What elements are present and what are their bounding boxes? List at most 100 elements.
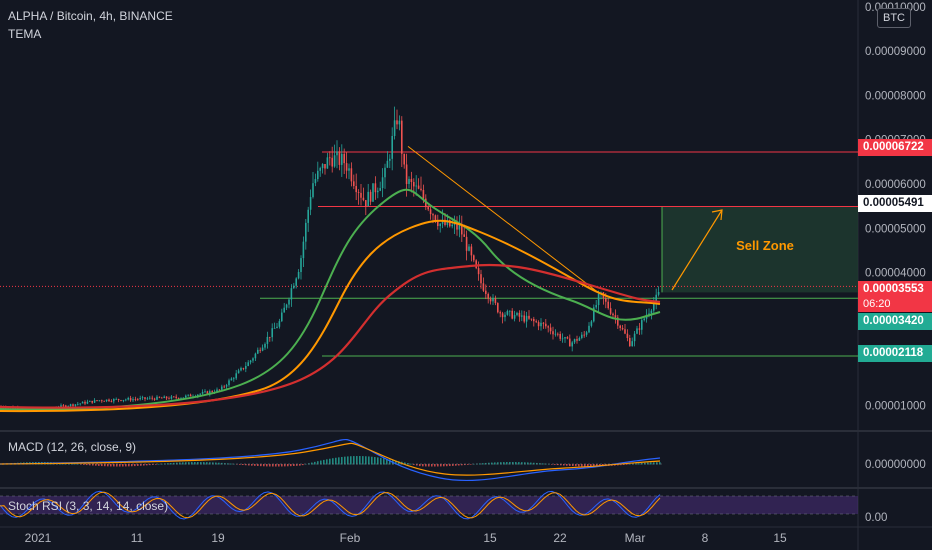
macd-bar	[416, 464, 418, 466]
candle-body	[590, 321, 593, 326]
candle-body	[168, 398, 170, 400]
macd-bar	[518, 462, 520, 465]
macd-bar	[191, 462, 193, 465]
macd-bar	[170, 463, 172, 465]
macd-bar	[143, 464, 145, 466]
macd-bar	[320, 460, 322, 465]
macd-bar	[239, 464, 241, 465]
candle-body	[225, 385, 228, 387]
candle-body	[360, 192, 362, 198]
symbol-title[interactable]: ALPHA / Bitcoin, 4h, BINANCE	[8, 9, 173, 23]
candle-body	[605, 298, 607, 302]
macd-bar	[329, 458, 331, 465]
candle-body	[338, 151, 341, 165]
macd-bar	[269, 464, 271, 467]
stoch-legend[interactable]: Stoch RSI (3, 3, 14, 14, close)	[8, 499, 169, 513]
macd-bar	[386, 458, 388, 465]
macd-legend[interactable]: MACD (12, 26, close, 9)	[8, 440, 137, 454]
macd-bar	[578, 464, 580, 467]
macd-bar	[650, 462, 652, 465]
candle-body	[93, 400, 96, 403]
candle-body	[609, 308, 612, 314]
candle-body	[113, 399, 115, 402]
macd-bar	[554, 464, 556, 465]
candle-body	[405, 164, 408, 184]
candle-body	[420, 188, 422, 191]
candle-body	[273, 327, 276, 329]
macd-bar	[284, 464, 286, 467]
indicator-legend[interactable]: TEMA	[8, 27, 42, 41]
candle-body	[283, 307, 285, 313]
candle-body	[542, 322, 545, 324]
price-label-resistance-high: 0.00006722	[858, 139, 932, 156]
candle-body	[492, 298, 494, 302]
candle-body	[307, 209, 309, 223]
candle-body	[398, 120, 401, 125]
candle-body	[593, 307, 595, 322]
ema-green-line	[0, 188, 661, 411]
macd-bar	[98, 464, 100, 466]
macd-bar	[134, 464, 136, 467]
macd-bar	[104, 464, 106, 467]
macd-bar	[125, 464, 127, 467]
macd-bar	[221, 462, 223, 465]
macd-bar	[317, 461, 319, 465]
macd-bar	[503, 462, 505, 465]
macd-bar	[107, 464, 109, 467]
candle-body	[588, 325, 590, 333]
price-label-current: 0.00003553	[858, 281, 932, 298]
candle-body	[367, 191, 369, 207]
macd-bar	[185, 462, 187, 465]
candle-body	[261, 347, 264, 351]
candle-body	[509, 310, 511, 312]
candle-body	[559, 333, 561, 339]
macd-bar	[131, 464, 133, 467]
macd-bar	[431, 464, 433, 467]
candle-body	[319, 168, 321, 171]
candle-body	[81, 401, 84, 404]
candle-body	[149, 397, 151, 399]
candle-body	[451, 224, 453, 227]
macd-bar	[74, 463, 76, 465]
candle-body	[571, 342, 573, 347]
candle-body	[463, 234, 465, 237]
candle-body	[468, 246, 470, 251]
x-tick-label: 2021	[25, 531, 52, 545]
macd-bar	[542, 463, 544, 465]
candle-body	[482, 283, 485, 291]
candle-body	[396, 120, 398, 125]
macd-bar	[410, 463, 412, 465]
candle-body	[521, 315, 523, 317]
candle-body	[554, 333, 557, 335]
ema-red-line	[0, 263, 661, 409]
macd-bar	[275, 464, 277, 467]
candle-body	[175, 396, 177, 398]
candle-body	[297, 272, 300, 279]
price-label-resistance-mid: 0.00005491	[858, 195, 932, 212]
candle-body	[341, 153, 343, 165]
candle-body	[216, 389, 218, 393]
y-tick-label: 0.00005000	[865, 223, 926, 235]
macd-bar	[92, 464, 94, 466]
projection-arrow	[671, 209, 723, 291]
currency-badge[interactable]: BTC	[877, 8, 911, 28]
macd-axis-label: 0.00000000	[865, 459, 926, 471]
candle-body	[245, 366, 247, 369]
macd-bar	[80, 464, 82, 465]
candle-body	[487, 293, 489, 299]
candle-body	[300, 258, 302, 273]
candle-body	[422, 190, 425, 199]
y-tick-label: 0.00004000	[865, 268, 926, 280]
macd-bar	[623, 464, 625, 465]
macd-bar	[290, 464, 292, 467]
macd-bar	[461, 464, 463, 466]
macd-bar	[350, 456, 352, 465]
ema-orange-line	[0, 219, 661, 413]
candle-body	[638, 328, 641, 330]
macd-bar	[560, 464, 562, 466]
candle-body	[312, 183, 314, 198]
candle-body	[125, 399, 127, 401]
macd-bar	[110, 464, 112, 467]
macd-bar	[287, 464, 289, 467]
